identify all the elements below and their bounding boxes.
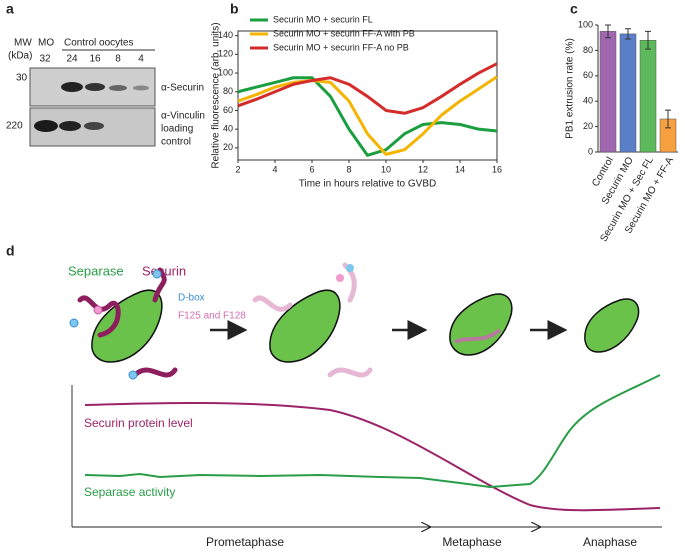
antibody-label: loading (161, 124, 193, 135)
y-tick-label: 20 (583, 121, 593, 131)
x-tick-label: 12 (418, 164, 428, 174)
plot-frame (237, 30, 498, 161)
phase-label: Anaphase (583, 535, 637, 549)
y-tick-label: 80 (223, 86, 233, 96)
y-tick-label: 40 (583, 96, 593, 106)
y-tick-label: 140 (218, 30, 233, 40)
bar (639, 39, 657, 153)
band (133, 85, 149, 91)
legend-dbox: D-box (178, 293, 205, 304)
separase-curve (84, 374, 661, 489)
legend-label: Securin MO + securin FL (273, 14, 373, 24)
x-tick-label: 10 (381, 164, 391, 174)
curve-label: Securin protein level (84, 416, 193, 430)
legend-motifs: F125 and F128 (178, 311, 246, 322)
x-tick-label: 8 (346, 164, 351, 174)
y-tick-label: 20 (223, 142, 233, 152)
bar (599, 31, 617, 153)
legend-separase: Separase (68, 263, 124, 278)
x-tick-label: 6 (309, 164, 314, 174)
series-line (237, 75, 498, 156)
antibody-label: α-Securin (161, 83, 204, 94)
panel-label: d (6, 243, 15, 259)
blot: MW (kDa) MO Control oocytes 30 220 α-Sec… (6, 38, 205, 148)
error-bar (645, 30, 651, 50)
bar (619, 33, 637, 153)
y-tick-label: 60 (583, 70, 593, 80)
band (109, 85, 127, 91)
lane-label: 8 (115, 54, 121, 65)
x-tick-label: 4 (272, 164, 277, 174)
phase-label: Metaphase (442, 535, 502, 549)
diagram: Separase Securin D-box F125 and F128 (68, 262, 662, 549)
y-axis-label: PB1 extrusion rate (%) (565, 38, 576, 139)
x-tick-label: 2 (235, 164, 240, 174)
band (84, 122, 104, 130)
panel-label: a (6, 1, 14, 17)
mw-unit: (kDa) (8, 51, 32, 62)
marker-label: 30 (16, 73, 28, 84)
stage-1 (69, 267, 178, 380)
y-tick-label: 40 (223, 124, 233, 134)
band (61, 82, 83, 92)
lane-label: 4 (138, 54, 144, 65)
lane-label: 32 (39, 54, 51, 65)
lane-label: 16 (89, 54, 101, 65)
series-line (237, 62, 498, 115)
panel-label: c (570, 1, 578, 17)
y-tick-label: 0 (588, 146, 593, 156)
group-label: Control oocytes (64, 38, 133, 49)
x-tick-label: 14 (455, 164, 465, 174)
y-tick-label: 120 (218, 49, 233, 59)
lane-label: 24 (66, 54, 78, 65)
phase-label: Prometaphase (206, 535, 284, 549)
panel-label: b (230, 1, 239, 17)
legend-label: Securin MO + securin FF-A no PB (273, 42, 409, 52)
antibody-label: control (161, 137, 191, 148)
y-tick-label: 100 (218, 67, 233, 77)
error-bar (605, 24, 611, 39)
curve-label: Separase activity (84, 485, 175, 499)
y-tick-label: 100 (578, 19, 593, 29)
y-tick-label: 60 (223, 105, 233, 115)
series-line (237, 76, 498, 157)
marker-label: 220 (6, 121, 23, 132)
stage-3 (449, 293, 513, 356)
group-label: MO (38, 38, 54, 49)
stage-2 (252, 262, 373, 378)
stage-4 (584, 298, 640, 353)
x-tick-label: 16 (492, 164, 502, 174)
legend-label: Securin MO + securin FF-A with PB (273, 28, 415, 38)
band (59, 121, 81, 131)
error-bar (665, 109, 671, 129)
y-axis-label: Relative fluorescence (arb. units) (211, 22, 222, 168)
mw-label: MW (14, 38, 32, 49)
antibody-label: α-Vinculin (161, 111, 205, 122)
x-axis-label: Time in hours relative to GVBD (299, 179, 436, 190)
securin-curve (84, 401, 661, 512)
error-bar (625, 28, 631, 40)
band (34, 120, 58, 132)
y-tick-label: 80 (583, 45, 593, 55)
band (85, 83, 105, 91)
